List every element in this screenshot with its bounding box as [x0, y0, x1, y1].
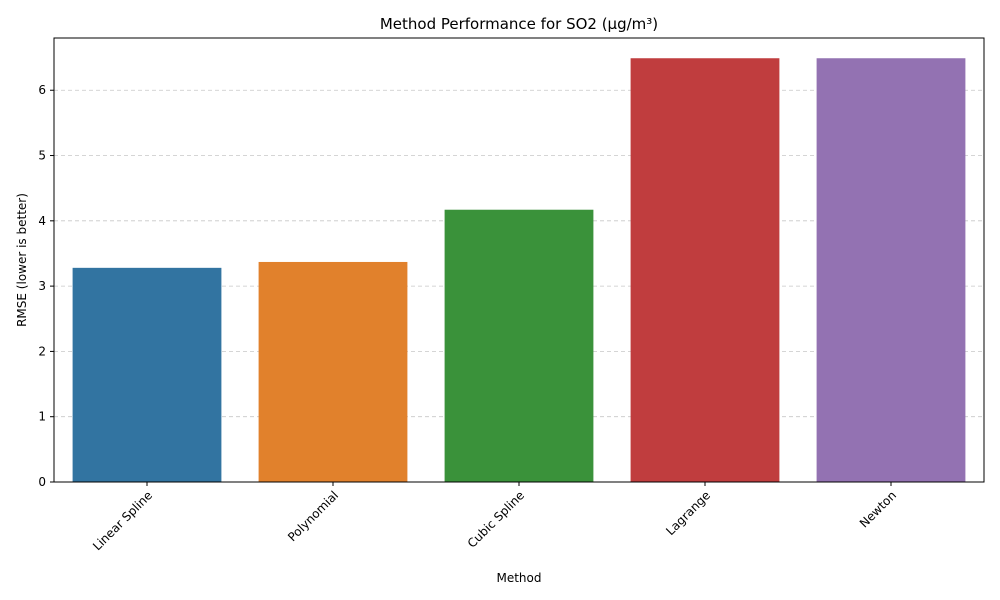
x-tick-label: Cubic Spline	[465, 488, 527, 550]
bar-polynomial	[258, 261, 408, 482]
x-tick-label: Newton	[857, 488, 899, 530]
x-axis-ticks: Linear Spline Polynomial Cubic Spline Lagra…	[90, 482, 899, 553]
bar-newton	[816, 58, 966, 482]
bar-lagrange	[630, 58, 780, 482]
y-axis-ticks: 0 1 2 3 4 5 6	[38, 83, 54, 489]
y-tick-label: 5	[38, 149, 46, 163]
x-tick-label: Linear Spline	[90, 488, 155, 553]
x-tick-label: Lagrange	[663, 488, 713, 538]
bars	[72, 58, 966, 483]
x-tick-label: Polynomial	[285, 488, 341, 544]
y-tick-label: 0	[38, 475, 46, 489]
chart-title: Method Performance for SO2 (µg/m³)	[380, 15, 658, 33]
y-tick-label: 2	[38, 344, 46, 358]
y-tick-label: 1	[38, 410, 46, 424]
y-tick-label: 6	[38, 83, 46, 97]
y-axis-label: RMSE (lower is better)	[15, 193, 29, 327]
bar-cubic-spline	[444, 209, 594, 483]
bar-linear-spline	[72, 267, 222, 482]
y-tick-label: 3	[38, 279, 46, 293]
y-tick-label: 4	[38, 214, 46, 228]
x-axis-label: Method	[496, 571, 541, 585]
